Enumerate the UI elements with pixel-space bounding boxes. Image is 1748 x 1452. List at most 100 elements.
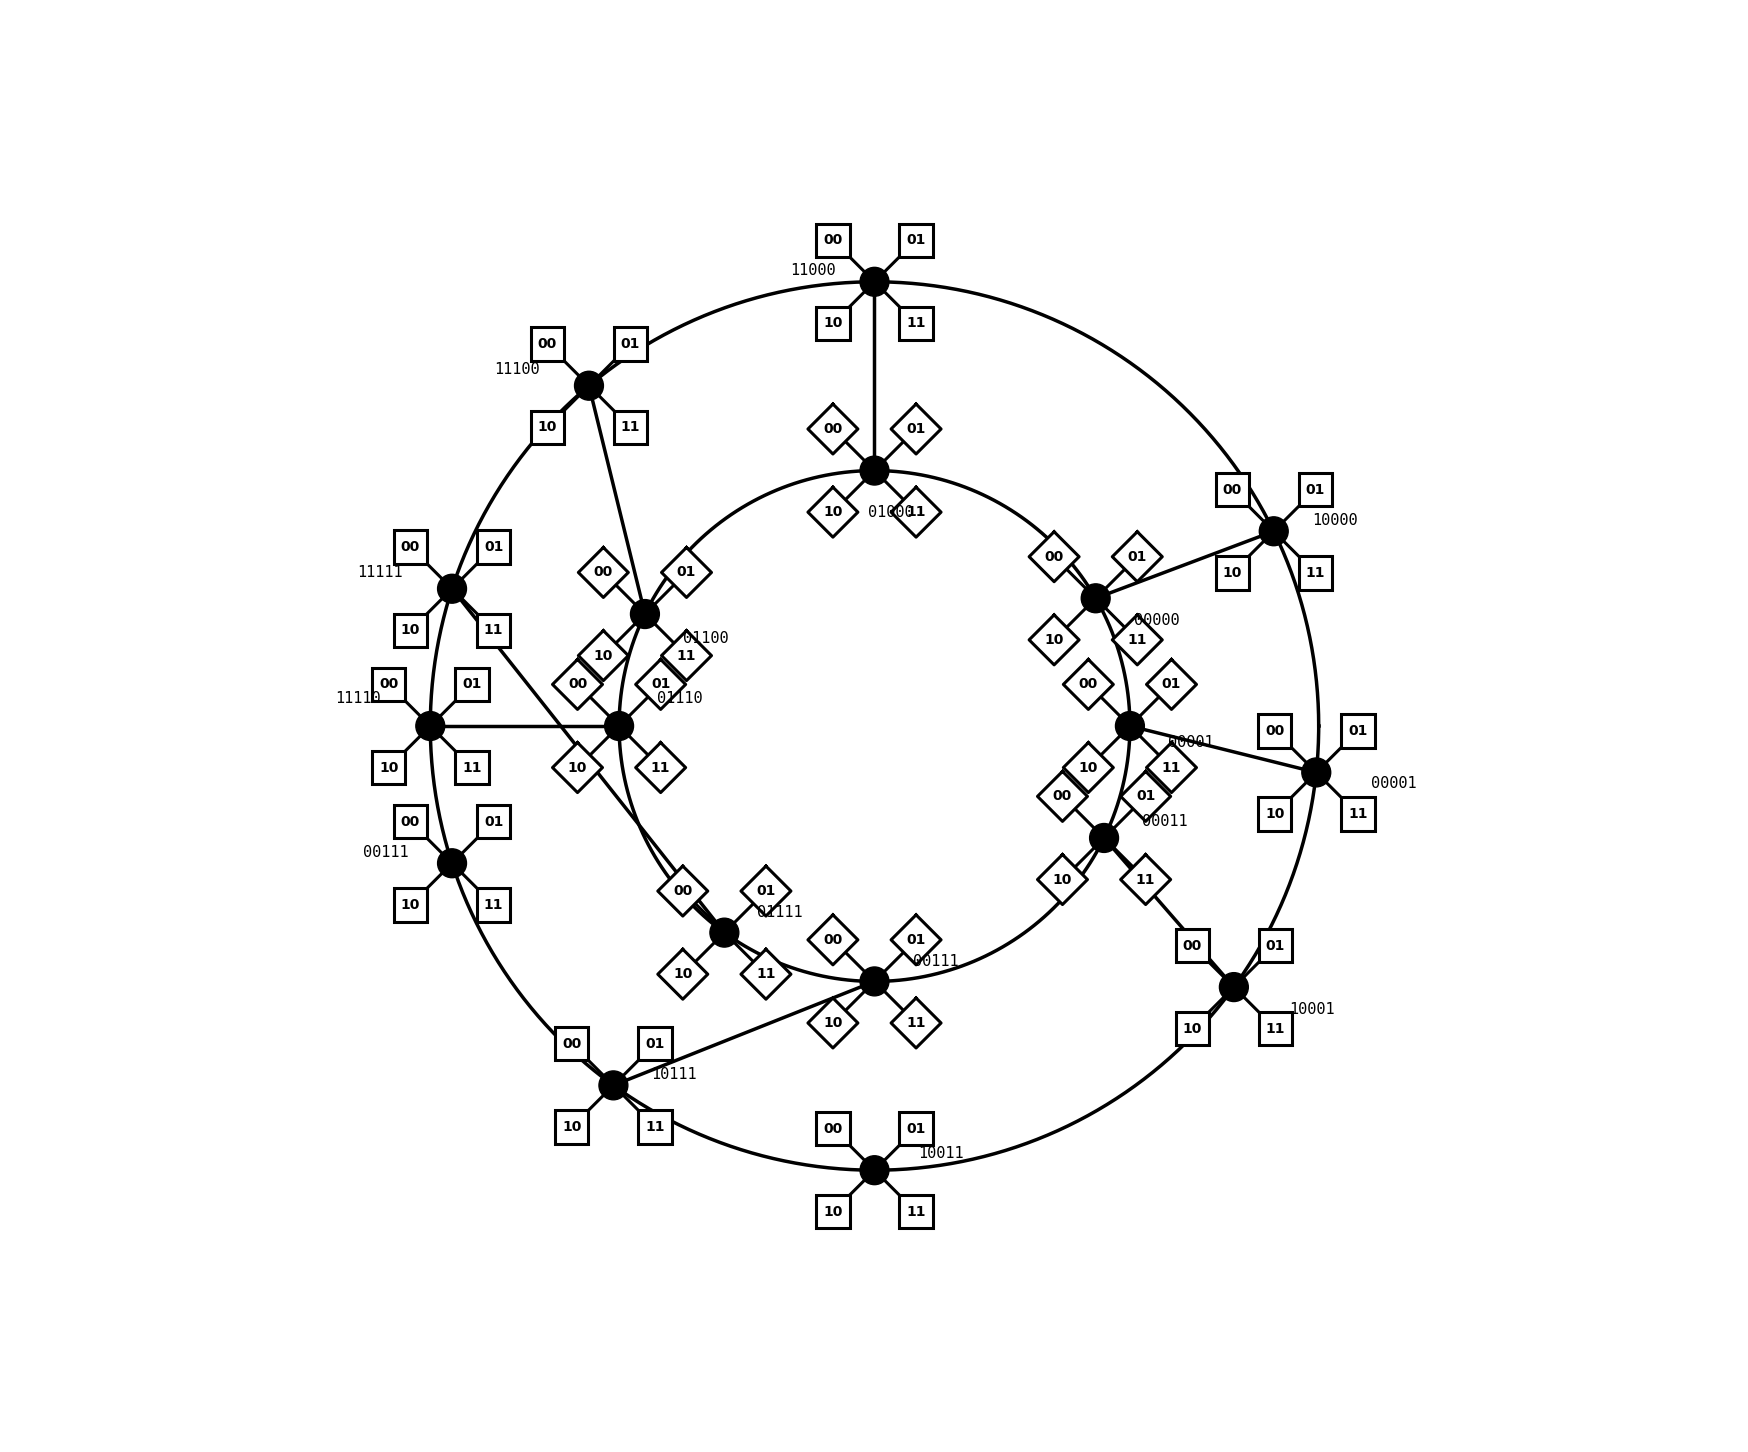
Text: 11: 11 xyxy=(1127,633,1147,648)
Text: 01: 01 xyxy=(905,234,925,247)
FancyBboxPatch shape xyxy=(614,328,647,360)
FancyBboxPatch shape xyxy=(816,1112,850,1146)
Text: 11: 11 xyxy=(650,761,669,774)
Text: 00: 00 xyxy=(1264,725,1283,738)
Text: 01: 01 xyxy=(650,678,669,691)
FancyBboxPatch shape xyxy=(372,751,406,784)
Circle shape xyxy=(416,711,444,741)
Polygon shape xyxy=(1120,855,1169,905)
Text: 00: 00 xyxy=(823,932,843,947)
Text: 10: 10 xyxy=(1182,1022,1201,1035)
Text: 11100: 11100 xyxy=(493,362,540,376)
Text: 11: 11 xyxy=(645,1119,664,1134)
Text: 11: 11 xyxy=(1304,566,1325,579)
FancyBboxPatch shape xyxy=(1175,929,1208,963)
Text: 10: 10 xyxy=(400,623,420,637)
FancyBboxPatch shape xyxy=(393,530,427,563)
Text: 00: 00 xyxy=(823,1121,843,1135)
Text: 11: 11 xyxy=(905,317,925,331)
Text: 00: 00 xyxy=(1079,678,1098,691)
Circle shape xyxy=(1089,823,1119,852)
Circle shape xyxy=(437,575,467,603)
Polygon shape xyxy=(1037,771,1087,822)
Text: 00: 00 xyxy=(379,678,399,691)
Text: 10000: 10000 xyxy=(1311,513,1356,527)
FancyBboxPatch shape xyxy=(530,411,563,444)
Text: 01111: 01111 xyxy=(757,905,802,921)
FancyBboxPatch shape xyxy=(477,614,510,648)
Text: 00111: 00111 xyxy=(912,954,958,968)
Text: 11: 11 xyxy=(1266,1022,1285,1035)
FancyBboxPatch shape xyxy=(477,804,510,838)
FancyBboxPatch shape xyxy=(393,614,427,648)
Text: 11: 11 xyxy=(676,649,696,662)
Circle shape xyxy=(1218,973,1248,1002)
Polygon shape xyxy=(1112,614,1162,665)
Text: 01: 01 xyxy=(1127,550,1147,563)
Polygon shape xyxy=(890,404,940,454)
FancyBboxPatch shape xyxy=(614,411,647,444)
Polygon shape xyxy=(579,630,628,681)
Text: 01: 01 xyxy=(1348,725,1367,738)
Text: 00: 00 xyxy=(568,678,587,691)
Polygon shape xyxy=(635,742,685,793)
Polygon shape xyxy=(1147,659,1196,710)
Polygon shape xyxy=(552,659,601,710)
Circle shape xyxy=(605,711,633,741)
Text: 10: 10 xyxy=(823,1205,843,1218)
Text: 11: 11 xyxy=(484,897,503,912)
FancyBboxPatch shape xyxy=(477,889,510,922)
Circle shape xyxy=(598,1072,628,1099)
Text: 01: 01 xyxy=(905,1121,925,1135)
FancyBboxPatch shape xyxy=(1259,929,1292,963)
FancyBboxPatch shape xyxy=(816,224,850,257)
FancyBboxPatch shape xyxy=(1257,714,1290,748)
Text: 10: 10 xyxy=(673,967,692,982)
Text: 11: 11 xyxy=(905,1205,925,1218)
Text: 00: 00 xyxy=(1044,550,1063,563)
Circle shape xyxy=(860,456,888,485)
Text: 00: 00 xyxy=(1222,482,1241,497)
Text: 00001: 00001 xyxy=(1370,775,1416,791)
Text: 10: 10 xyxy=(1044,633,1063,648)
Polygon shape xyxy=(808,915,858,964)
Text: 00: 00 xyxy=(537,337,556,351)
Text: 01: 01 xyxy=(755,884,774,897)
Polygon shape xyxy=(1028,614,1079,665)
FancyBboxPatch shape xyxy=(372,668,406,701)
Text: 11: 11 xyxy=(905,1016,925,1029)
FancyBboxPatch shape xyxy=(1299,556,1332,590)
Text: 11111: 11111 xyxy=(357,565,402,579)
Polygon shape xyxy=(741,865,790,916)
Text: 11: 11 xyxy=(484,623,503,637)
Text: 10011: 10011 xyxy=(918,1146,963,1162)
Circle shape xyxy=(860,267,888,296)
FancyBboxPatch shape xyxy=(554,1111,587,1144)
FancyBboxPatch shape xyxy=(898,224,932,257)
Polygon shape xyxy=(1147,742,1196,793)
Polygon shape xyxy=(579,547,628,597)
Text: 10: 10 xyxy=(823,1016,843,1029)
Text: 10: 10 xyxy=(1264,807,1283,820)
Text: 01: 01 xyxy=(676,565,696,579)
Text: 00111: 00111 xyxy=(362,845,407,860)
Polygon shape xyxy=(808,998,858,1048)
Text: 10: 10 xyxy=(593,649,614,662)
Polygon shape xyxy=(890,488,940,537)
Polygon shape xyxy=(661,547,711,597)
Polygon shape xyxy=(890,915,940,964)
Polygon shape xyxy=(741,950,790,999)
Circle shape xyxy=(629,600,659,629)
Circle shape xyxy=(1080,584,1110,613)
Text: 00: 00 xyxy=(400,815,420,829)
FancyBboxPatch shape xyxy=(1341,714,1374,748)
Text: 11: 11 xyxy=(461,761,481,774)
Text: 01: 01 xyxy=(905,423,925,436)
Text: 01: 01 xyxy=(484,540,503,555)
Text: 01: 01 xyxy=(1161,678,1180,691)
Text: 10: 10 xyxy=(1052,873,1072,887)
Text: 11: 11 xyxy=(905,505,925,520)
Text: 10: 10 xyxy=(379,761,399,774)
Polygon shape xyxy=(1063,742,1113,793)
Text: 00: 00 xyxy=(1182,938,1201,953)
